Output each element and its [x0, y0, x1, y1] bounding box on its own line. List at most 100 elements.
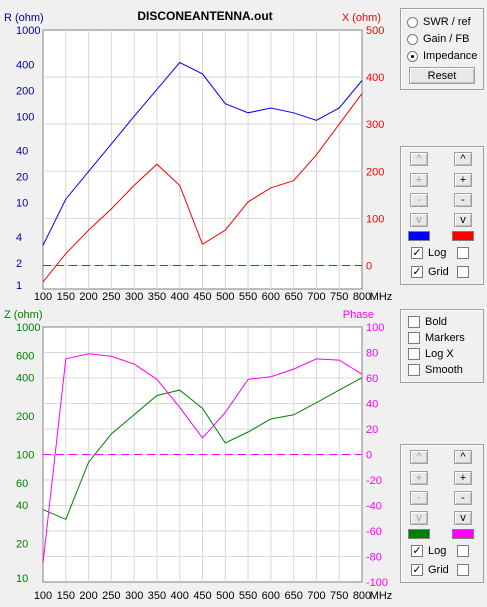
right-axis-label: X (ohm) [342, 12, 381, 24]
grid-checkbox-top[interactable]: ✓ Grid [411, 264, 449, 280]
z-color-swatch[interactable] [408, 529, 430, 539]
left-tick-label: 40 [16, 500, 28, 512]
left-scale-down-button[interactable]: v [410, 213, 428, 227]
right-tick-label: -20 [366, 475, 382, 487]
left-scale-plus-button[interactable]: + [410, 173, 428, 187]
right-tick-label: -80 [366, 552, 382, 564]
series-line [42, 353, 363, 563]
left-tick-label: 1000 [16, 322, 40, 334]
grid-check-box[interactable]: ✓ [411, 564, 423, 576]
right-tick-label: 0 [366, 450, 372, 462]
log-checkbox-bottom[interactable]: ✓ Log [411, 543, 446, 559]
right-grid-checkbox-bottom[interactable] [457, 564, 469, 576]
reset-button[interactable]: Reset [409, 67, 475, 84]
bottom-scale-panel: ^ ^ + + - - v v ✓ Log ✓ Grid [400, 444, 484, 583]
left-tick-label: 1 [16, 280, 22, 292]
grid-checkbox-bottom[interactable]: ✓ Grid [411, 562, 449, 578]
x-tick-label: 700 [307, 590, 325, 602]
right-tick-label: 100 [366, 213, 384, 225]
right-tick-label: 80 [366, 348, 378, 360]
left-scale-up-button[interactable]: ^ [410, 152, 428, 166]
right-tick-label: 200 [366, 166, 384, 178]
left-scale-plus-button[interactable]: + [410, 471, 428, 485]
right-scale-plus-button[interactable]: + [454, 173, 472, 187]
right-tick-label: 40 [366, 399, 378, 411]
right-tick-label: 300 [366, 119, 384, 131]
impedance-chart-bottom: Z (ohm)100060040020010060402010Phase1008… [4, 309, 392, 602]
x-tick-label: 650 [284, 291, 302, 303]
x-tick-label: 100 [34, 291, 52, 303]
logx-check-box[interactable] [408, 348, 420, 360]
right-tick-label: 100 [366, 322, 384, 334]
radio-impedance[interactable]: Impedance [407, 48, 477, 64]
x-tick-label: 350 [148, 590, 166, 602]
markers-check-box[interactable] [408, 332, 420, 344]
grid-check-box[interactable]: ✓ [411, 266, 423, 278]
right-scale-down-button[interactable]: v [454, 511, 472, 525]
bold-check-box[interactable] [408, 316, 420, 328]
log-check-box[interactable]: ✓ [411, 545, 423, 557]
radio-gain[interactable]: Gain / FB [407, 31, 469, 47]
left-tick-label: 200 [16, 411, 34, 423]
x-tick-label: 800 [353, 291, 371, 303]
x-tick-label: 350 [148, 291, 166, 303]
x-tick-label: 150 [57, 291, 75, 303]
radio-gain-label: Gain / FB [423, 33, 470, 45]
x-tick-label: 550 [239, 291, 257, 303]
radio-impedance-indicator[interactable] [407, 50, 418, 62]
right-scale-minus-button[interactable]: - [454, 193, 472, 207]
log-checkbox-top[interactable]: ✓ Log [411, 245, 446, 261]
x-tick-label: 450 [193, 291, 211, 303]
phase-color-swatch[interactable] [452, 529, 474, 539]
x-unit-label: MHz [370, 291, 393, 303]
radio-swr[interactable]: SWR / ref [407, 14, 471, 30]
x-color-swatch[interactable] [452, 231, 474, 241]
x-tick-label: 150 [57, 590, 75, 602]
right-scale-minus-button[interactable]: - [454, 491, 472, 505]
right-log-checkbox-top[interactable] [457, 247, 469, 259]
logx-checkbox[interactable]: Log X [408, 346, 454, 362]
radio-gain-indicator[interactable] [407, 33, 418, 45]
bold-label: Bold [425, 316, 448, 328]
left-scale-minus-button[interactable]: - [410, 193, 428, 207]
smooth-check-box[interactable] [408, 364, 420, 376]
right-scale-up-button[interactable]: ^ [454, 450, 472, 464]
right-scale-up-button[interactable]: ^ [454, 152, 472, 166]
left-tick-label: 600 [16, 350, 34, 362]
right-tick-label: 20 [366, 424, 378, 436]
log-check-box[interactable]: ✓ [411, 247, 423, 259]
left-tick-label: 200 [16, 85, 34, 97]
radio-swr-label: SWR / ref [423, 16, 471, 28]
x-unit-label: MHz [370, 590, 393, 602]
x-tick-label: 600 [262, 291, 280, 303]
left-axis-label: R (ohm) [4, 12, 44, 24]
right-log-checkbox-bottom[interactable] [457, 545, 469, 557]
radio-swr-indicator[interactable] [407, 16, 418, 28]
right-tick-label: -60 [366, 526, 382, 538]
bold-checkbox[interactable]: Bold [408, 314, 447, 330]
left-tick-label: 2 [16, 258, 22, 270]
right-axis-label: Phase [343, 309, 374, 321]
right-scale-plus-button[interactable]: + [454, 471, 472, 485]
left-scale-minus-button[interactable]: - [410, 491, 428, 505]
radio-impedance-label: Impedance [423, 50, 478, 62]
right-scale-down-button[interactable]: v [454, 213, 472, 227]
logx-label: Log X [425, 348, 454, 360]
left-tick-label: 20 [16, 172, 28, 184]
right-grid-checkbox-top[interactable] [457, 266, 469, 278]
x-tick-label: 250 [102, 291, 120, 303]
left-tick-label: 100 [16, 111, 34, 123]
series-line [42, 377, 363, 521]
left-axis-label: Z (ohm) [4, 309, 43, 321]
left-tick-label: 40 [16, 146, 28, 158]
x-tick-label: 550 [239, 590, 257, 602]
left-scale-down-button[interactable]: v [410, 511, 428, 525]
markers-checkbox[interactable]: Markers [408, 330, 465, 346]
smooth-checkbox[interactable]: Smooth [408, 362, 463, 378]
x-tick-label: 300 [125, 590, 143, 602]
left-scale-up-button[interactable]: ^ [410, 450, 428, 464]
right-tick-label: 60 [366, 373, 378, 385]
x-tick-label: 750 [330, 291, 348, 303]
r-color-swatch[interactable] [408, 231, 430, 241]
